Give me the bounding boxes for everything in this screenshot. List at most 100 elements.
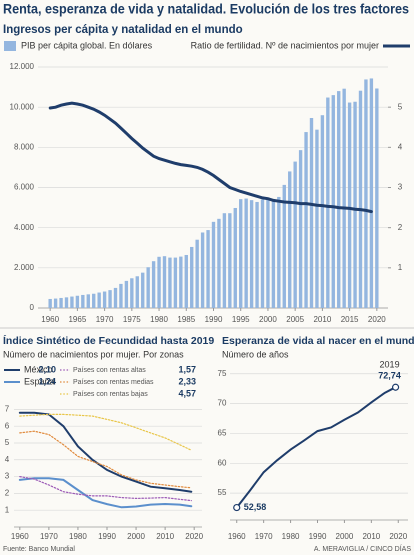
- bar: [195, 239, 199, 308]
- y-tick-label: 1: [5, 505, 10, 514]
- y-tick-label: 60: [218, 458, 227, 467]
- x-tick-label: 1980: [282, 532, 300, 541]
- x-tick-label: 1980: [69, 532, 87, 541]
- bar: [228, 213, 232, 308]
- bar: [70, 296, 74, 308]
- data-label: 72,74: [378, 371, 401, 381]
- x-tick-label: 2010: [362, 532, 380, 541]
- bar: [108, 290, 112, 308]
- x-tick-label: 1995: [232, 315, 250, 324]
- chart-subtitle: Número de años: [222, 349, 289, 359]
- bar: [217, 218, 221, 308]
- chart-title: Índice Sintético de Fecundidad hasta 201…: [3, 334, 214, 347]
- x-tick-label: 1970: [40, 532, 58, 541]
- legend-value: 1,57: [178, 364, 196, 374]
- bar: [353, 101, 357, 308]
- x-tick-label: 1965: [68, 315, 86, 324]
- y-tick-label: 65: [218, 429, 227, 438]
- bar: [168, 257, 172, 308]
- bar: [53, 298, 58, 308]
- legend-label: Países con rentas altas: [73, 367, 146, 374]
- bar: [364, 79, 368, 309]
- bar: [342, 88, 346, 308]
- x-tick-label: 1990: [98, 532, 116, 541]
- bar: [277, 196, 281, 308]
- x-tick-label: 2010: [156, 532, 174, 541]
- data-line: [19, 476, 192, 502]
- x-tick-label: 2000: [259, 315, 277, 324]
- bar: [124, 280, 129, 308]
- bar: [282, 184, 286, 308]
- bar: [260, 199, 265, 308]
- bar: [64, 297, 69, 308]
- bar: [81, 294, 85, 308]
- x-tick-label: 2010: [313, 315, 331, 324]
- data-label: 52,58: [244, 502, 267, 512]
- bar: [309, 118, 314, 309]
- bar: [146, 267, 150, 308]
- bar: [222, 213, 227, 308]
- legend-label: España: [24, 376, 55, 386]
- bar: [266, 197, 270, 308]
- y-tick-label: 2.000: [14, 263, 35, 272]
- data-line: [19, 413, 192, 451]
- bar: [320, 115, 325, 308]
- chart-title: Esperanza de vida al nacer en el mundo: [222, 335, 414, 347]
- bar: [200, 232, 205, 308]
- x-tick-label: 1960: [11, 532, 29, 541]
- end-dot: [233, 503, 241, 512]
- bar: [184, 254, 188, 308]
- x-tick-label: 1960: [228, 532, 246, 541]
- y-tick-label: 55: [218, 488, 227, 497]
- bar: [293, 161, 297, 308]
- bar: [141, 272, 145, 308]
- bar: [369, 78, 374, 308]
- chart-subtitle: Número de nacimientos por mujer. Por zon…: [3, 349, 184, 359]
- bar: [102, 291, 107, 308]
- x-tick-label: 1990: [205, 315, 223, 324]
- bar: [130, 278, 134, 308]
- y2-tick-label: 5: [398, 102, 403, 111]
- legend-label: Países con rentas medias: [73, 379, 154, 386]
- y-tick-label: 0: [30, 303, 35, 312]
- y-tick-label: 12.000: [10, 62, 35, 71]
- bar: [86, 294, 90, 308]
- y-tick-label: 70: [218, 399, 227, 408]
- bar: [304, 132, 308, 308]
- bar: [97, 292, 101, 308]
- chart-title: Ingresos per cápita y natalidad en el mu…: [3, 24, 243, 36]
- bar: [233, 207, 237, 308]
- legend-swatch: [4, 41, 16, 51]
- bar: [331, 95, 335, 308]
- x-tick-label: 1970: [96, 315, 114, 324]
- bar: [92, 293, 96, 308]
- legend-value: 4,57: [178, 388, 196, 398]
- bar: [298, 150, 303, 308]
- y-tick-label: 6.000: [14, 183, 35, 192]
- bar: [315, 129, 319, 308]
- end-dot: [391, 383, 400, 391]
- y2-tick-label: 2: [398, 223, 403, 232]
- bar: [151, 261, 156, 308]
- credit: A. MERAVIGLIA / CINCO DÍAS: [314, 544, 411, 553]
- bar: [271, 199, 276, 308]
- legend-label: Ratio de fertilidad. Nº de nacimientos p…: [191, 40, 379, 50]
- legend-value: 2,33: [178, 376, 196, 386]
- bar: [113, 287, 118, 308]
- bar: [211, 221, 216, 308]
- x-tick-label: 1970: [255, 532, 273, 541]
- x-tick-label: 2020: [389, 532, 407, 541]
- x-tick-label: 2000: [336, 532, 354, 541]
- bar: [162, 256, 167, 308]
- bar: [375, 88, 379, 308]
- y-tick-label: 7: [5, 404, 10, 413]
- x-tick-label: 2020: [185, 532, 203, 541]
- y2-tick-label: 3: [398, 183, 403, 192]
- y2-tick-label: 4: [398, 142, 403, 151]
- bar: [75, 295, 80, 308]
- y-tick-label: 75: [218, 369, 227, 378]
- y2-tick-label: 1: [398, 263, 403, 272]
- legend-label: Países con rentas bajas: [73, 391, 148, 398]
- x-tick-label: 1985: [177, 315, 195, 324]
